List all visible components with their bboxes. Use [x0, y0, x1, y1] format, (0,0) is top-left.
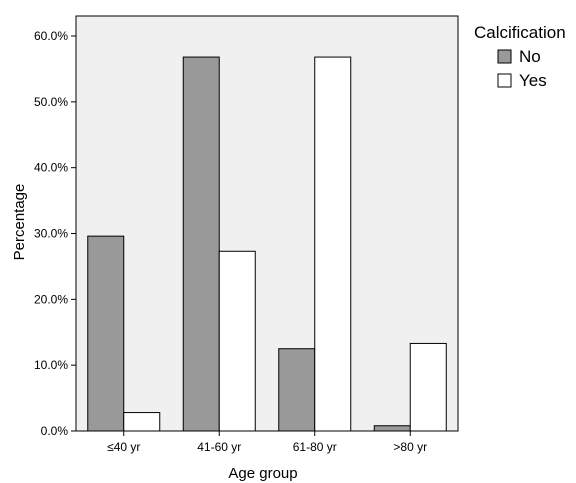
legend-label-yes: Yes — [519, 71, 547, 90]
x-tick-label: 61-80 yr — [293, 440, 337, 454]
legend-swatch-no — [497, 49, 512, 64]
bar-yes-1 — [218, 250, 256, 432]
y-tick-label: 10.0% — [34, 358, 68, 372]
legend-label-no: No — [519, 47, 541, 66]
bar-yes-2 — [314, 56, 352, 432]
x-axis: ≤40 yr 41-60 yr 61-80 yr >80 yr — [107, 431, 427, 454]
bar-no-2 — [278, 348, 316, 432]
legend-swatch-yes — [497, 73, 512, 88]
y-tick-label: 50.0% — [34, 95, 68, 109]
bar-yes-0 — [123, 412, 161, 432]
x-tick-label: ≤40 yr — [107, 440, 140, 454]
bar-no-0 — [87, 235, 125, 432]
y-tick-label: 40.0% — [34, 161, 68, 175]
y-tick-label: 0.0% — [41, 424, 69, 438]
bar-no-3 — [373, 425, 411, 432]
y-axis-title: Percentage — [11, 184, 28, 261]
y-axis: 0.0% 10.0% 20.0% 30.0% 40.0% 50.0% 60.0% — [34, 29, 76, 438]
y-tick-label: 30.0% — [34, 227, 68, 241]
x-axis-title: Age group — [228, 465, 297, 482]
x-tick-label: 41-60 yr — [197, 440, 241, 454]
x-tick-label: >80 yr — [393, 440, 427, 454]
y-tick-label: 60.0% — [34, 29, 68, 43]
legend: Calcification No Yes — [474, 23, 566, 90]
bar-yes-3 — [409, 342, 447, 432]
bars-group — [87, 56, 447, 432]
y-tick-label: 20.0% — [34, 292, 68, 306]
bar-no-1 — [182, 56, 220, 432]
plot-area — [75, 15, 459, 432]
legend-items: No Yes — [497, 47, 547, 90]
legend-title: Calcification — [474, 23, 566, 42]
